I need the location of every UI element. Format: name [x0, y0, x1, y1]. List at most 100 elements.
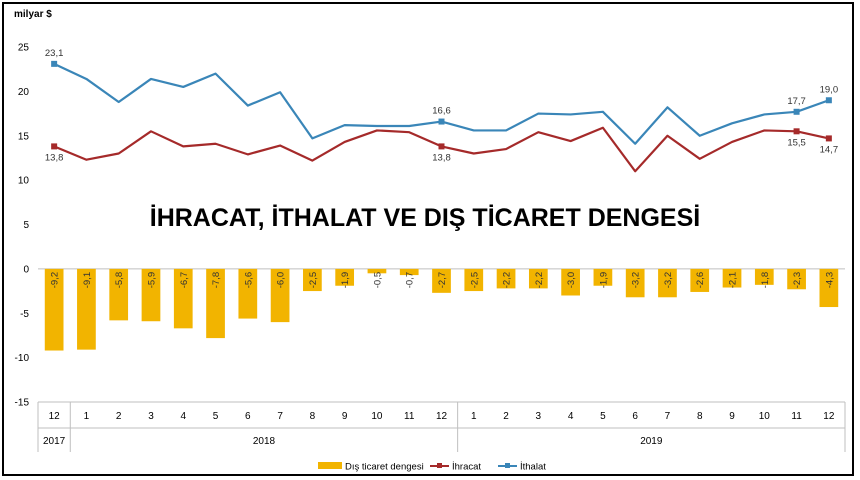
bar: [367, 268, 387, 274]
bar: [464, 268, 484, 292]
legend-swatch-marker: [505, 463, 510, 468]
x-month-label: 9: [342, 411, 348, 422]
bar-data-label: -2,3: [792, 272, 803, 288]
x-year-label: 2018: [253, 436, 276, 447]
line-marker: [51, 60, 58, 67]
y-tick-label: 5: [23, 220, 29, 231]
line-marker: [438, 143, 445, 150]
point-data-label: 16,6: [432, 106, 451, 117]
chart-title: İHRACAT, İTHALAT VE DIŞ TİCARET DENGESİ: [150, 204, 700, 232]
y-unit-label: milyar $: [14, 9, 52, 20]
bar-data-label: -3,2: [631, 272, 642, 288]
bar-data-label: -1,9: [598, 272, 609, 288]
y-tick-label: 0: [23, 264, 29, 275]
bar: [593, 268, 613, 286]
point-data-label: 15,5: [787, 137, 806, 148]
x-month-label: 10: [759, 411, 771, 422]
y-tick-label: 25: [18, 43, 30, 54]
bar: [399, 268, 419, 276]
x-year-label: 2019: [640, 436, 663, 447]
x-month-label: 7: [277, 411, 283, 422]
bar-data-label: -5,8: [114, 272, 125, 288]
x-month-label: 1: [84, 411, 90, 422]
bar: [44, 268, 64, 351]
bar-labels-layer: -9,2 -9,1 -5,8 -5,9 -6,7 -7,8 -5,6 -6,0 -2,5 -1,9…: [50, 272, 836, 288]
bar: [787, 268, 806, 290]
bar: [561, 268, 580, 296]
point-data-label: 19,0: [820, 84, 839, 95]
bar: [432, 268, 451, 293]
ihracat-line: [53, 126, 830, 173]
y-tick-label: -15: [15, 398, 30, 409]
legend-label: İthalat: [520, 462, 546, 473]
bar-data-label: -3,2: [663, 272, 674, 288]
x-month-label: 11: [404, 411, 415, 422]
bar-data-label: -1,9: [340, 272, 351, 288]
bar-data-label: -0,7: [405, 272, 416, 288]
x-month-label: 10: [371, 411, 383, 422]
point-data-label: 23,1: [45, 48, 64, 59]
ithalat-line: [53, 62, 830, 145]
x-month-label: 6: [245, 411, 251, 422]
bar: [173, 268, 193, 329]
bar-data-label: -5,9: [146, 272, 157, 288]
x-month-label: 4: [180, 411, 186, 422]
x-month-label: 2: [116, 411, 122, 422]
bar: [335, 268, 355, 286]
bar: [238, 268, 258, 319]
bar: [270, 268, 290, 323]
x-month-label: 8: [697, 411, 703, 422]
lines-layer: [51, 60, 832, 173]
x-month-label: 8: [310, 411, 316, 422]
legend-label: İhracat: [452, 462, 481, 473]
bar: [77, 268, 96, 350]
bar: [528, 268, 548, 289]
bar: [109, 268, 129, 321]
point-data-label: 17,7: [787, 96, 806, 107]
bar-data-label: -4,3: [824, 272, 835, 288]
line-marker: [825, 135, 832, 142]
y-tick-label: 15: [18, 131, 30, 142]
bar-data-label: -6,7: [179, 272, 190, 288]
bar-data-label: -2,7: [437, 272, 448, 288]
point-data-label: 14,7: [820, 144, 839, 155]
x-month-label: 12: [823, 411, 835, 422]
point-data-label: 13,8: [432, 152, 451, 163]
bar: [754, 268, 774, 285]
chart-frame: [2, 2, 854, 476]
x-month-label: 12: [436, 411, 448, 422]
bar-data-label: -5,6: [243, 272, 254, 288]
bar-data-label: -0,5: [372, 272, 383, 288]
bar: [819, 268, 839, 308]
x-month-label: 12: [49, 411, 61, 422]
bar-data-label: -2,5: [469, 272, 480, 288]
line-marker: [438, 118, 445, 125]
y-tick-label: -5: [20, 309, 29, 320]
line-marker: [825, 97, 832, 104]
bar-data-label: -2,2: [502, 272, 513, 288]
line-marker: [793, 128, 800, 135]
x-month-label: 9: [729, 411, 735, 422]
bar-data-label: -2,2: [534, 272, 545, 288]
x-month-label: 7: [665, 411, 671, 422]
x-month-label: 5: [213, 411, 219, 422]
x-month-label: 11: [791, 411, 802, 422]
bar-data-label: -2,5: [308, 272, 319, 288]
bar: [141, 268, 161, 322]
bar-data-label: -7,8: [211, 272, 222, 288]
y-tick-label: 20: [18, 87, 30, 98]
y-tick-label: -10: [15, 353, 30, 364]
bar-data-label: -3,0: [566, 272, 577, 288]
x-month-label: 5: [600, 411, 606, 422]
bar-data-label: -1,8: [760, 272, 771, 288]
legend-label: Dış ticaret dengesi: [345, 462, 424, 473]
bar: [496, 268, 516, 289]
line-marker: [793, 108, 800, 115]
x-month-label: 3: [148, 411, 154, 422]
x-month-label: 3: [536, 411, 542, 422]
bar: [625, 268, 645, 298]
y-tick-label: 10: [18, 176, 30, 187]
bars-layer: [44, 268, 839, 351]
